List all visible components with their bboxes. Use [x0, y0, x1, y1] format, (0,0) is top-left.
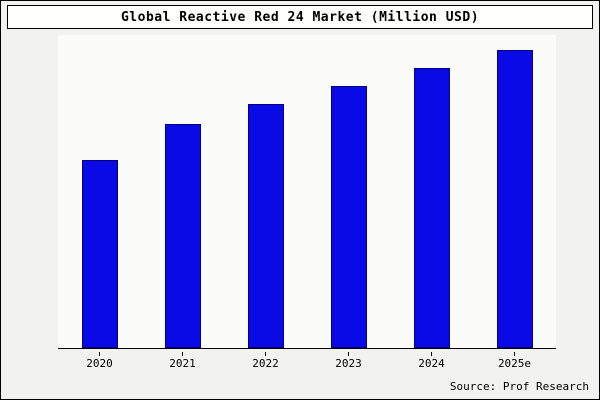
x-tick-cell-2022: 2022: [224, 352, 307, 374]
x-tick-cell-2023: 2023: [307, 352, 390, 374]
tick-mark: [431, 352, 432, 356]
chart-title-box: Global Reactive Red 24 Market (Million U…: [7, 5, 593, 29]
x-label-2021: 2021: [169, 357, 196, 370]
tick-mark: [348, 352, 349, 356]
bar-slot-2022: [224, 35, 307, 348]
bar-slot-2025e: [473, 35, 556, 348]
bar-2024: [413, 67, 450, 348]
bar-2020: [81, 160, 118, 348]
bar-2025e: [496, 49, 533, 348]
tick-mark: [99, 352, 100, 356]
tick-mark: [265, 352, 266, 356]
bar-slot-2020: [58, 35, 141, 348]
plot-area: [58, 35, 556, 349]
bar-slot-2023: [307, 35, 390, 348]
x-label-2022: 2022: [252, 357, 279, 370]
tick-mark: [182, 352, 183, 356]
tick-mark: [514, 352, 515, 356]
x-label-2020: 2020: [86, 357, 113, 370]
source-text: Source: Prof Research: [449, 380, 589, 393]
x-label-2025e: 2025e: [497, 357, 532, 370]
bar-slot-2021: [141, 35, 224, 348]
x-tick-cell-2020: 2020: [58, 352, 141, 374]
bar-2021: [164, 124, 201, 348]
bar-slot-2024: [390, 35, 473, 348]
bar-2022: [247, 103, 284, 348]
bars-container: [58, 35, 556, 348]
x-label-2023: 2023: [335, 357, 362, 370]
x-axis-labels: 2020 2021 2022 2023 2024 2025e: [58, 352, 556, 374]
x-tick-cell-2025e: 2025e: [473, 352, 556, 374]
chart-title: Global Reactive Red 24 Market (Million U…: [120, 9, 480, 25]
x-tick-cell-2024: 2024: [390, 352, 473, 374]
x-tick-cell-2021: 2021: [141, 352, 224, 374]
x-label-2024: 2024: [418, 357, 445, 370]
bar-2023: [330, 85, 367, 348]
